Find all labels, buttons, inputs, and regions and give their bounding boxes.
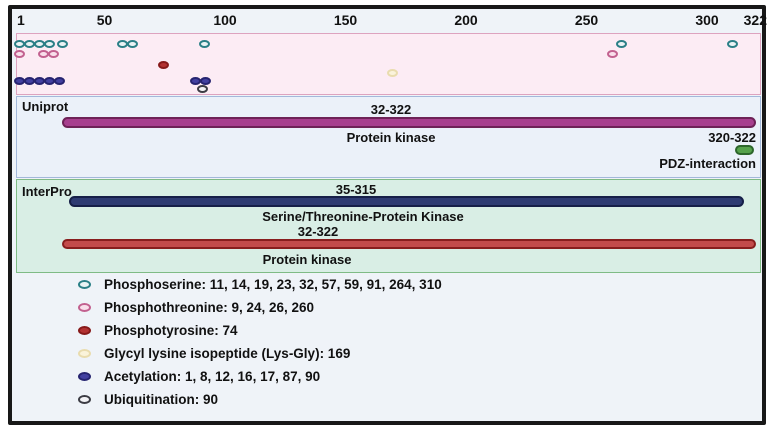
ptm-dot-phosphoserine: [199, 40, 211, 48]
ptm-dot-phosphoserine: [616, 40, 628, 48]
legend-label: Phosphotyrosine: 74: [104, 323, 238, 338]
ruler-tick: 1: [17, 12, 25, 28]
ruler-tick: 150: [333, 12, 358, 28]
uniprot-section-label: Uniprot: [22, 99, 69, 114]
feature-name-label: Serine/Threonine-Protein Kinase: [262, 209, 464, 224]
legend-row: Ubiquitination: 90: [78, 388, 698, 411]
legend-marker-ubiquitination-icon: [78, 395, 91, 404]
legend-label: Glycyl lysine isopeptide (Lys-Gly): 169: [104, 346, 351, 361]
feature-range-label: 320-322: [708, 130, 756, 145]
sequence-ruler: 1 50 100 150 200 250 300 322: [16, 10, 767, 31]
ptm-dot-phosphothreonine: [606, 50, 618, 58]
ptm-dot-glycyl-lysine-isopeptide: [387, 69, 399, 77]
ptm-dot-phosphothreonine: [47, 50, 59, 58]
interpro-section-label: InterPro: [22, 184, 72, 199]
uniprot-section: Uniprot 32-322 Protein kinase 320-322 PDZ-i…: [16, 96, 761, 178]
ptm-track: [14, 33, 761, 95]
feature-bar: [62, 117, 756, 128]
feature-bar: [69, 196, 745, 207]
ptm-dot-acetylation: [199, 77, 211, 85]
legend-label: Acetylation: 1, 8, 12, 16, 17, 87, 90: [104, 369, 321, 384]
feature-range-label: 32-322: [297, 224, 339, 239]
ruler-tick: 100: [213, 12, 237, 28]
legend-row: Acetylation: 1, 8, 12, 16, 17, 87, 90: [78, 365, 698, 388]
ptm-dot-phosphoserine: [57, 40, 69, 48]
feature-bar: [62, 239, 756, 249]
ptm-dot-acetylation: [54, 77, 65, 85]
ptm-dot-phosphothreonine: [14, 50, 25, 58]
ptm-dot-phosphoserine: [127, 40, 139, 48]
ruler-tick: 300: [695, 12, 719, 28]
ptm-dot-ubiquitination: [196, 85, 208, 93]
ptm-legend: Phosphoserine: 11, 14, 19, 23, 32, 57, 5…: [78, 273, 698, 411]
legend-label: Phosphoserine: 11, 14, 19, 23, 32, 57, 5…: [104, 277, 442, 292]
legend-row: Phosphoserine: 11, 14, 19, 23, 32, 57, 5…: [78, 273, 698, 296]
ptm-dot-phosphoserine: [44, 40, 55, 48]
ruler-tick: 200: [454, 12, 478, 28]
figure-frame: 1 50 100 150 200 250 300 322 Uniprot 32-322 Prot…: [8, 5, 767, 425]
legend-row: Phosphothreonine: 9, 24, 26, 260: [78, 296, 698, 319]
feature-range-label: 35-315: [335, 182, 377, 197]
legend-row: Phosphotyrosine: 74: [78, 319, 698, 342]
ptm-dot-phosphotyrosine: [158, 61, 170, 69]
feature-name-label: PDZ-interaction: [659, 156, 756, 171]
feature-oval: [735, 145, 754, 155]
legend-label: Ubiquitination: 90: [104, 392, 218, 407]
ruler-tick: 50: [96, 12, 113, 28]
feature-name-label: Protein kinase: [262, 252, 352, 267]
legend-marker-phosphothreonine-icon: [78, 303, 91, 312]
legend-row: Glycyl lysine isopeptide (Lys-Gly): 169: [78, 342, 698, 365]
legend-marker-phosphotyrosine-icon: [78, 326, 91, 335]
legend-marker-phosphoserine-icon: [78, 280, 91, 289]
ptm-dot-phosphoserine: [727, 40, 739, 48]
legend-marker-acetylation-icon: [78, 372, 91, 381]
ruler-tick: 322: [743, 12, 767, 28]
legend-label: Phosphothreonine: 9, 24, 26, 260: [104, 300, 315, 315]
ruler-tick: 250: [574, 12, 599, 28]
interpro-section: InterPro 35-315 Serine/Threonine-Protein …: [16, 179, 761, 273]
feature-range-label: 32-322: [370, 102, 412, 117]
feature-name-label: Protein kinase: [346, 130, 436, 145]
legend-marker-glycyl-lysine-isopeptide-lys-gly--icon: [78, 349, 91, 358]
